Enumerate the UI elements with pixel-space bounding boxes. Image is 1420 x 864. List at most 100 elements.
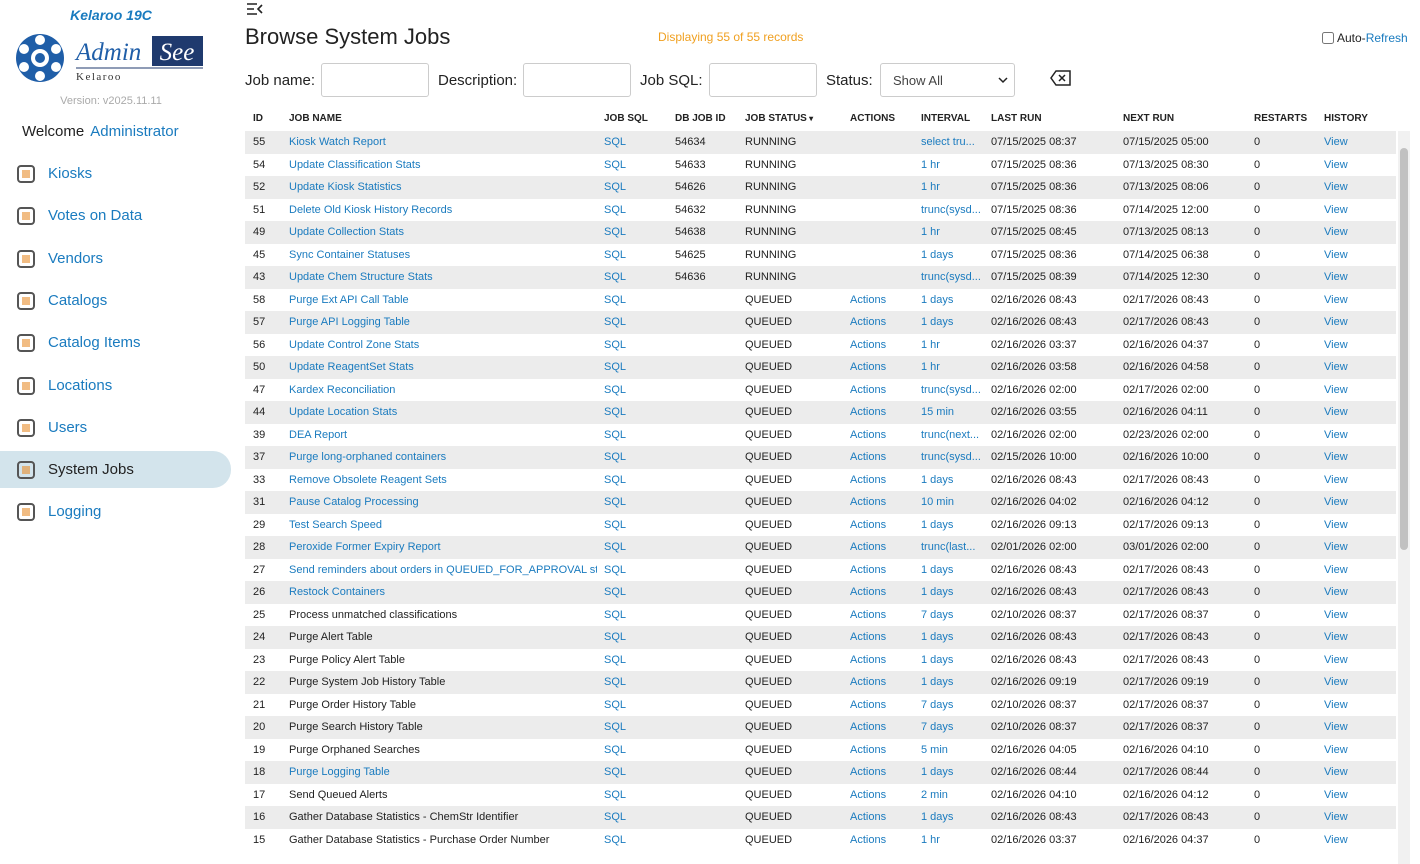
column-header[interactable]: JOB NAME xyxy=(289,113,342,124)
clear-filters[interactable] xyxy=(1050,70,1072,86)
nav-item[interactable]: Catalogs xyxy=(0,282,231,319)
cell-link[interactable]: trunc(sysd... xyxy=(921,271,981,283)
cell-link[interactable]: Actions xyxy=(850,766,887,778)
cell-link[interactable]: Purge API Logging Table xyxy=(289,316,410,328)
cell-link[interactable]: Actions xyxy=(850,406,887,418)
cell-link[interactable]: SQL xyxy=(604,181,627,193)
nav-item[interactable]: Votes on Data xyxy=(0,197,231,234)
cell-link[interactable]: 1 hr xyxy=(921,181,940,193)
cell-link[interactable]: Actions xyxy=(850,338,887,351)
cell-link[interactable]: Actions xyxy=(850,518,887,531)
cell-link[interactable]: Update Collection Stats xyxy=(289,226,404,238)
cell-link[interactable]: SQL xyxy=(604,406,627,418)
cell-link[interactable]: trunc(sysd... xyxy=(921,203,981,216)
cell-link[interactable]: Actions xyxy=(850,676,887,688)
user-link[interactable]: Administrator xyxy=(90,123,179,140)
column-header[interactable]: DB JOB ID xyxy=(675,113,726,124)
cell-link[interactable]: SQL xyxy=(604,721,627,733)
cell-link[interactable]: Delete Old Kiosk History Records xyxy=(289,203,453,216)
cell-link[interactable]: SQL xyxy=(604,676,627,688)
cell-link[interactable]: Test Search Speed xyxy=(289,518,382,531)
job-sql-input[interactable] xyxy=(709,63,817,97)
cell-link[interactable]: 1 hr xyxy=(921,158,940,171)
cell-link[interactable]: View xyxy=(1324,271,1348,283)
cell-link[interactable]: View xyxy=(1324,226,1348,238)
column-header[interactable]: INTERVAL xyxy=(921,113,971,124)
cell-link[interactable]: View xyxy=(1324,811,1348,823)
cell-link[interactable]: SQL xyxy=(604,248,627,261)
cell-link[interactable]: Actions xyxy=(850,631,887,643)
cell-link[interactable]: Actions xyxy=(850,473,887,486)
cell-link[interactable]: SQL xyxy=(604,316,627,328)
cell-link[interactable]: View xyxy=(1324,721,1348,733)
scrollbar-thumb[interactable] xyxy=(1400,148,1408,550)
cell-link[interactable]: SQL xyxy=(604,743,627,756)
cell-link[interactable]: SQL xyxy=(604,698,627,711)
cell-link[interactable]: 7 days xyxy=(921,608,954,621)
nav-item[interactable]: Users xyxy=(0,409,231,446)
cell-link[interactable]: Actions xyxy=(850,788,887,801)
cell-link[interactable]: Actions xyxy=(850,743,887,756)
cell-link[interactable]: 10 min xyxy=(921,496,955,508)
cell-link[interactable]: Update Kiosk Statistics xyxy=(289,181,402,193)
cell-link[interactable]: Purge Logging Table xyxy=(289,766,390,778)
cell-link[interactable]: View xyxy=(1324,451,1348,463)
cell-link[interactable]: SQL xyxy=(604,631,627,643)
cell-link[interactable]: View xyxy=(1324,833,1348,846)
cell-link[interactable]: View xyxy=(1324,158,1348,171)
cell-link[interactable]: Pause Catalog Processing xyxy=(289,496,419,508)
cell-link[interactable]: View xyxy=(1324,428,1348,441)
cell-link[interactable]: View xyxy=(1324,541,1348,553)
cell-link[interactable]: Restock Containers xyxy=(289,586,385,598)
nav-item[interactable]: Vendors xyxy=(0,240,231,277)
cell-link[interactable]: Kiosk Watch Report xyxy=(289,136,386,148)
cell-link[interactable]: SQL xyxy=(604,586,627,598)
cell-link[interactable]: SQL xyxy=(604,226,627,238)
cell-link[interactable]: 1 hr xyxy=(921,833,940,846)
cell-link[interactable]: Send reminders about orders in QUEUED_FO… xyxy=(289,563,597,576)
cell-link[interactable]: Actions xyxy=(850,293,887,306)
column-header[interactable]: ACTIONS xyxy=(850,113,895,124)
cell-link[interactable]: Actions xyxy=(850,563,887,576)
cell-link[interactable]: SQL xyxy=(604,833,627,846)
cell-link[interactable]: View xyxy=(1324,586,1348,598)
cell-link[interactable]: 1 hr xyxy=(921,226,940,238)
refresh-link[interactable]: Refresh xyxy=(1365,31,1408,45)
cell-link[interactable]: Kardex Reconciliation xyxy=(289,383,396,396)
cell-link[interactable]: View xyxy=(1324,608,1348,621)
column-header[interactable]: NEXT RUN xyxy=(1123,113,1175,124)
column-header[interactable]: LAST RUN xyxy=(991,113,1042,124)
cell-link[interactable]: 1 hr xyxy=(921,338,940,351)
cell-link[interactable]: Actions xyxy=(850,608,887,621)
cell-link[interactable]: Update Classification Stats xyxy=(289,158,421,171)
cell-link[interactable]: 2 min xyxy=(921,788,948,801)
cell-link[interactable]: SQL xyxy=(604,293,627,306)
column-header[interactable]: ID xyxy=(253,113,263,124)
cell-link[interactable]: View xyxy=(1324,181,1348,193)
column-header[interactable]: RESTARTS xyxy=(1254,113,1308,124)
cell-link[interactable]: View xyxy=(1324,676,1348,688)
cell-link[interactable]: DEA Report xyxy=(289,428,348,441)
cell-link[interactable]: Actions xyxy=(850,833,887,846)
nav-item[interactable]: Catalog Items xyxy=(0,324,231,361)
cell-link[interactable]: Update ReagentSet Stats xyxy=(289,361,414,373)
cell-link[interactable]: View xyxy=(1324,698,1348,711)
cell-link[interactable]: 15 min xyxy=(921,406,955,418)
column-header[interactable]: HISTORY xyxy=(1324,113,1368,124)
cell-link[interactable]: SQL xyxy=(604,788,627,801)
cell-link[interactable]: 7 days xyxy=(921,698,954,711)
cell-link[interactable]: Update Control Zone Stats xyxy=(289,338,420,351)
status-select[interactable]: Show All xyxy=(880,63,1015,97)
cell-link[interactable]: trunc(last... xyxy=(921,541,976,553)
cell-link[interactable]: Actions xyxy=(850,428,887,441)
cell-link[interactable]: 1 days xyxy=(921,293,954,306)
cell-link[interactable]: SQL xyxy=(604,338,627,351)
cell-link[interactable]: select tru... xyxy=(921,136,975,148)
cell-link[interactable]: Update Location Stats xyxy=(289,406,398,418)
cell-link[interactable]: SQL xyxy=(604,271,627,283)
cell-link[interactable]: trunc(next... xyxy=(921,428,980,441)
cell-link[interactable]: 1 days xyxy=(921,518,954,531)
cell-link[interactable]: View xyxy=(1324,203,1348,216)
cell-link[interactable]: 1 days xyxy=(921,586,954,598)
cell-link[interactable]: 1 days xyxy=(921,811,954,823)
